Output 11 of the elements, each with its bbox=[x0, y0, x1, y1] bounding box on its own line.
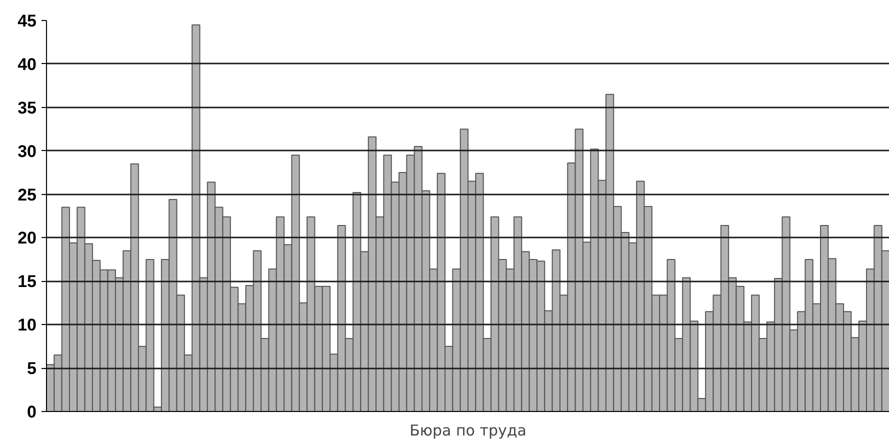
y-tick-label: 25 bbox=[18, 185, 37, 204]
y-tick-label: 15 bbox=[18, 272, 37, 292]
y-tick-label: 30 bbox=[18, 142, 37, 161]
y-tick-label: 35 bbox=[18, 98, 37, 118]
y-tick-label: 20 bbox=[18, 228, 37, 248]
y-tick-label: 5 bbox=[27, 359, 37, 378]
y-tick-label: 45 bbox=[18, 12, 37, 30]
y-tick-label: 10 bbox=[18, 316, 37, 335]
x-axis-title: Бюра по труда bbox=[410, 422, 526, 440]
y-tick-label: 0 bbox=[27, 402, 37, 422]
y-tick-label: 40 bbox=[18, 54, 37, 74]
